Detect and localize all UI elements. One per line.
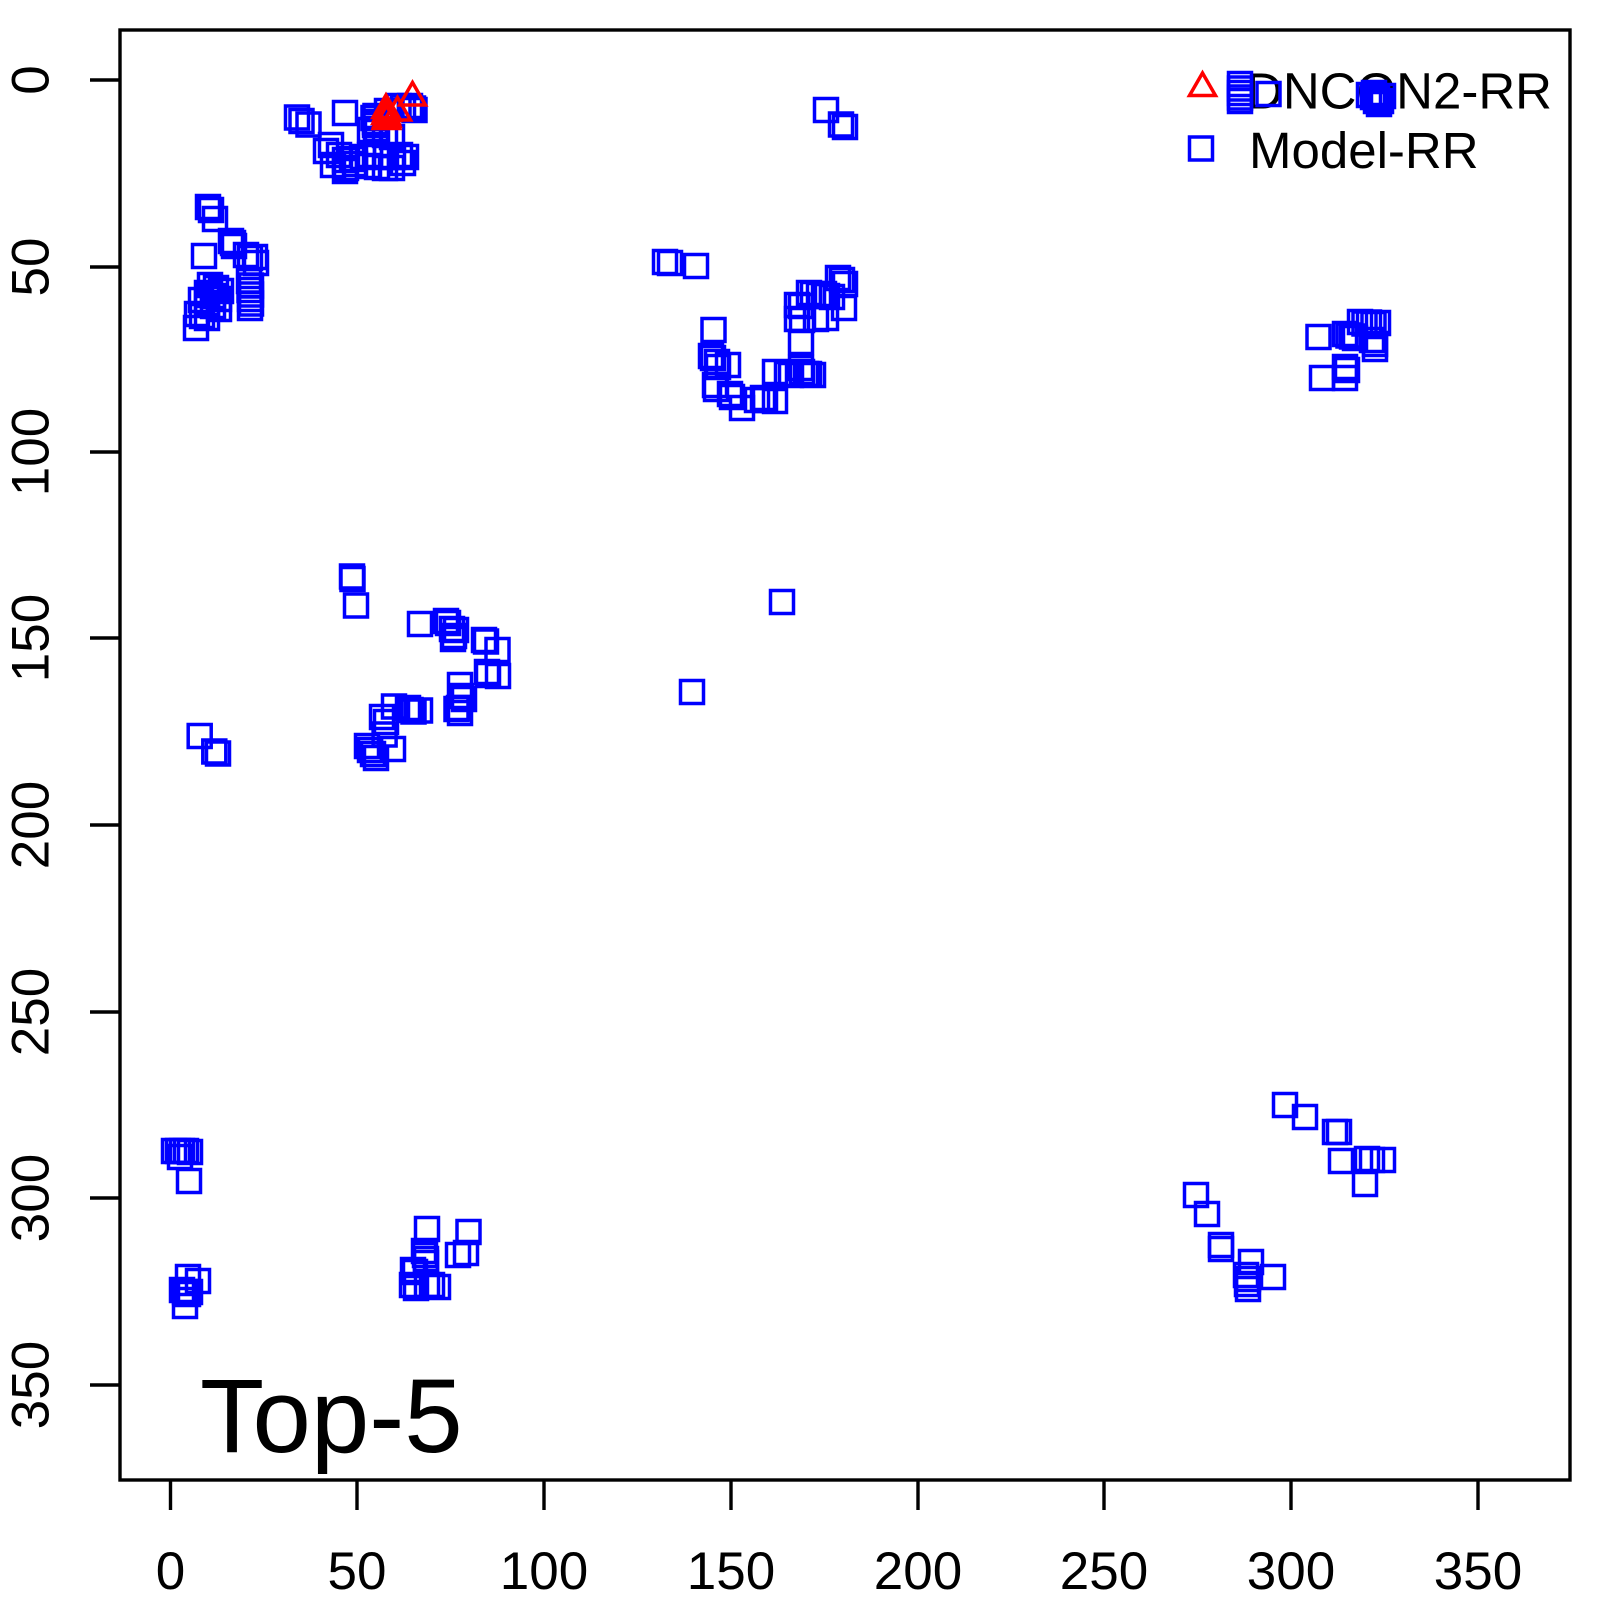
svg-text:250: 250: [1060, 1542, 1148, 1600]
svg-text:350: 350: [2, 1341, 61, 1429]
svg-text:200: 200: [874, 1542, 962, 1600]
svg-text:250: 250: [2, 968, 61, 1056]
svg-text:200: 200: [2, 781, 61, 869]
svg-text:100: 100: [500, 1542, 588, 1600]
svg-text:150: 150: [2, 594, 61, 682]
svg-text:50: 50: [2, 238, 61, 297]
svg-text:DNCON2-RR: DNCON2-RR: [1246, 63, 1552, 120]
svg-text:300: 300: [2, 1154, 61, 1242]
svg-text:Model-RR: Model-RR: [1249, 122, 1479, 179]
svg-text:350: 350: [1434, 1542, 1522, 1600]
svg-text:0: 0: [156, 1542, 185, 1600]
svg-text:100: 100: [2, 408, 61, 496]
svg-text:0: 0: [2, 65, 61, 94]
svg-text:50: 50: [328, 1542, 387, 1600]
svg-text:150: 150: [687, 1542, 775, 1600]
svg-text:Top-5: Top-5: [200, 1358, 463, 1475]
svg-text:300: 300: [1247, 1542, 1335, 1600]
